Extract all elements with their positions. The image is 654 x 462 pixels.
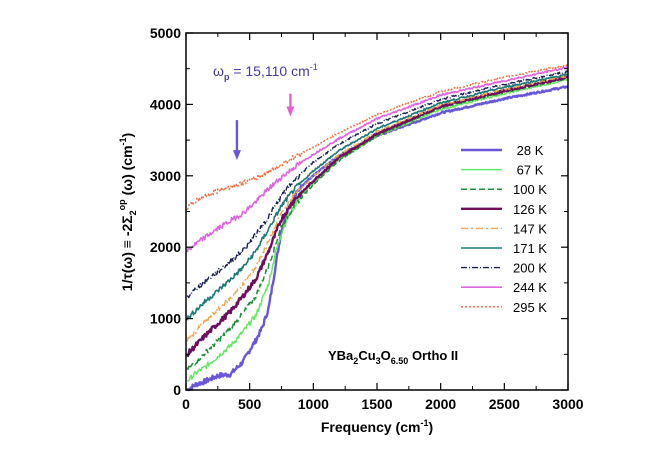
series-line-295k (186, 64, 569, 211)
legend-label: 171 K (513, 241, 547, 256)
y-axis-label: 1/τ(ω) ≡ -2Σ2op (ω) (cm-1) (117, 133, 138, 291)
annotation-arrow-head (232, 150, 241, 161)
sample-label: YBa2Cu3O6.50 Ortho II (328, 348, 458, 366)
y-tick-label: 0 (173, 382, 181, 398)
y-tick-label: 3000 (150, 168, 181, 184)
series-line-126k (186, 75, 569, 358)
y-tick-label: 2000 (150, 239, 181, 255)
x-tick-label: 500 (238, 396, 262, 412)
annotation-arrow-head (286, 106, 295, 117)
series-line-100k (186, 76, 569, 371)
legend-label: 147 K (513, 221, 547, 236)
series-line-147k (186, 75, 568, 342)
x-axis-label: Frequency (cm-1) (321, 418, 433, 435)
legend-label: 244 K (513, 280, 547, 295)
series-line-200k (186, 70, 569, 299)
legend: 28 K 67 K 100 K 126 K 147 K 171 K 200 K 244 K 29… (461, 143, 547, 315)
legend-label: 28 K (517, 143, 544, 158)
y-tick-label: 4000 (150, 96, 181, 112)
series-line-67k (186, 78, 569, 382)
plasma-frequency-annotation: ωp = 15,110 cm-1 (213, 62, 318, 82)
x-tick-label: 0 (182, 396, 190, 412)
y-tick-label: 1000 (150, 311, 181, 327)
x-tick-label: 1000 (298, 396, 329, 412)
x-tick-label: 2000 (425, 396, 456, 412)
series-line-28k (186, 85, 569, 392)
series-line-171k (186, 73, 569, 321)
legend-label: 200 K (513, 261, 547, 276)
arrows (232, 93, 295, 161)
legend-label: 100 K (513, 182, 547, 197)
x-tick-label: 2500 (489, 396, 520, 412)
y-tick-label: 5000 (150, 25, 181, 41)
legend-label: 126 K (513, 202, 547, 217)
legend-label: 67 K (517, 163, 544, 178)
series-line-244k (186, 66, 569, 253)
x-tick-label: 3000 (552, 396, 583, 412)
series-group (186, 64, 569, 392)
legend-label: 295 K (513, 300, 547, 315)
x-tick-label: 1500 (361, 396, 392, 412)
axes: 0 500 1000 1500 2000 2500 3000 0 1000 2000 3000 400… (150, 25, 584, 412)
